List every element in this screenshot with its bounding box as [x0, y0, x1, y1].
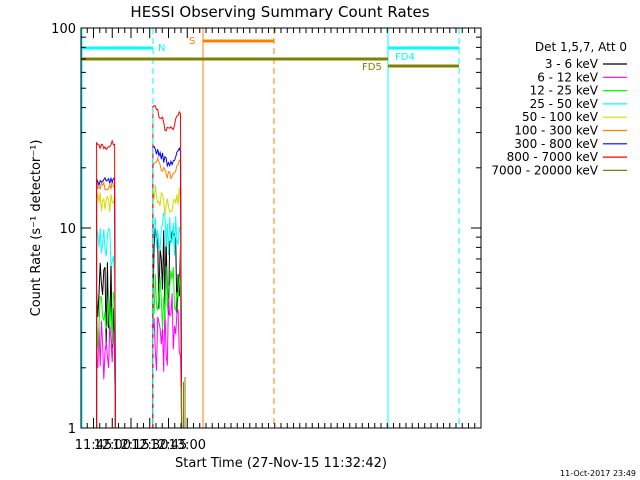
y-tick-label: 100: [51, 22, 76, 37]
legend-label-6-12-kev: 6 - 12 keV: [537, 70, 599, 84]
y-tick-label: 10: [59, 222, 76, 237]
y-axis-ticks: 1 10 100: [51, 22, 481, 437]
legend-label-300-800-kev: 300 - 800 keV: [514, 137, 598, 151]
legend-label-7000-20000-kev: 7000 - 20000 keV: [491, 163, 598, 177]
x-tick-label: 11:45: [75, 438, 112, 453]
curve-50-100-kev: [152, 184, 183, 429]
flag-label-s: S: [189, 36, 195, 47]
curve-12-25-kev: [96, 291, 116, 429]
flag-label-n: N: [158, 43, 165, 54]
legend-label-50-100-kev: 50 - 100 keV: [522, 110, 599, 124]
x-tick-label: 12:45: [150, 438, 187, 453]
legend-title: Det 1,5,7, Att 0: [535, 40, 627, 54]
x-tick-label: 13:00: [169, 438, 206, 453]
curve-12-25-kev: [152, 266, 183, 429]
curve-800-7000-kev: [96, 139, 116, 429]
count-rate-curves: [96, 105, 186, 429]
x-tick-label: 12:30: [131, 438, 168, 453]
y-axis-label: Count Rate (s⁻¹ detector⁻¹): [29, 140, 44, 317]
plot-frame: [80, 27, 482, 429]
curve-100-300-kev: [152, 156, 183, 429]
legend-label-12-25-kev: 12 - 25 keV: [530, 84, 599, 98]
chart-title: HESSI Observing Summary Count Rates: [130, 3, 429, 21]
curve-300-800-kev: [96, 176, 116, 429]
legend-label-25-50-kev: 25 - 50 keV: [530, 97, 599, 111]
y-tick-label: 1: [68, 422, 76, 437]
curve-50-100-kev: [96, 192, 116, 429]
curve-25-50-kev: [152, 212, 183, 429]
x-tick-label: 12:15: [112, 438, 149, 453]
legend-label-800-7000-kev: 800 - 7000 keV: [507, 150, 599, 164]
curve-800-7000-kev: [152, 105, 183, 429]
flag-label-fd5: FD5: [362, 62, 382, 73]
legend-label-100-300-kev: 100 - 300 keV: [514, 124, 598, 138]
flag-label-fd4: FD4: [395, 52, 415, 63]
observing-flags: N S FD4 FD5: [81, 28, 460, 428]
legend-label-3-6-kev: 3 - 6 keV: [545, 57, 599, 71]
date-stamp: 11-Oct-2017 23:49: [560, 469, 636, 478]
x-axis-label: Start Time (27-Nov-15 11:32:42): [175, 456, 387, 471]
curve-6-12-kev: [152, 293, 183, 429]
curve-25-50-kev: [96, 226, 116, 429]
x-tick-label: 12:00: [94, 438, 131, 453]
curve-300-800-kev: [152, 145, 183, 429]
